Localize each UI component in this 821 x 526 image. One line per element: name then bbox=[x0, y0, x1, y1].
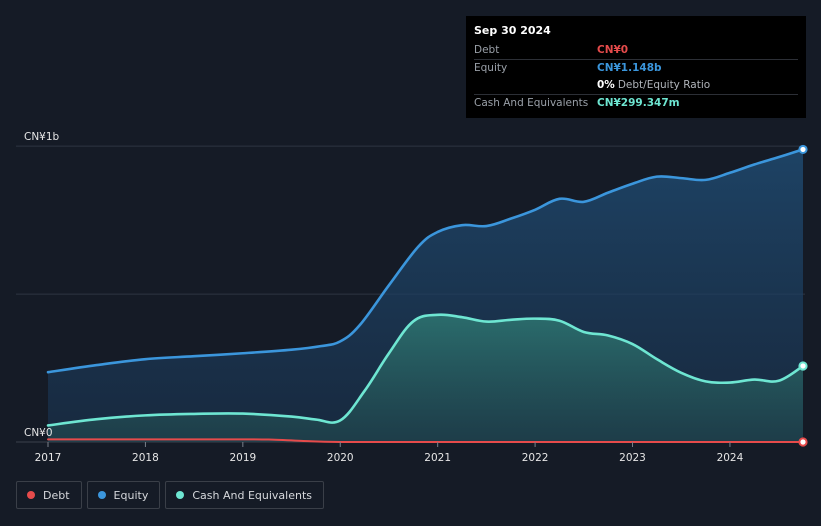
legend-label: Debt bbox=[43, 488, 70, 502]
cash-and-equivalents-area bbox=[48, 314, 803, 442]
equity-line bbox=[46, 148, 805, 374]
tooltip-row-ratio: 0% Debt/Equity Ratio bbox=[474, 77, 798, 94]
x-tick-label: 2019 bbox=[229, 452, 256, 464]
tooltip-row-equity: Equity CN¥1.148b bbox=[474, 59, 798, 77]
chart-legend: Debt Equity Cash And Equivalents bbox=[16, 481, 324, 509]
tooltip-label: Debt bbox=[474, 44, 500, 56]
tooltip-row-cash: Cash And Equivalents CN¥299.347m bbox=[474, 94, 798, 112]
equity-end-marker bbox=[798, 144, 808, 155]
tooltip-label: Cash And Equivalents bbox=[474, 97, 589, 109]
x-tick-label: 2022 bbox=[522, 452, 549, 464]
y-tick-label: CN¥1b bbox=[24, 131, 60, 143]
x-tick-label: 2024 bbox=[717, 452, 744, 464]
legend-label: Cash And Equivalents bbox=[192, 488, 312, 502]
x-tick-label: 2023 bbox=[619, 452, 646, 464]
tooltip-date: Sep 30 2024 bbox=[474, 24, 551, 37]
tooltip-value: CN¥1.148b bbox=[597, 62, 662, 74]
tooltip-label: Equity bbox=[474, 62, 508, 74]
legend-dot-icon bbox=[176, 491, 185, 499]
x-tick-label: 2017 bbox=[35, 452, 62, 464]
y-tick-label: CN¥0 bbox=[24, 427, 53, 439]
debt-end-marker bbox=[798, 437, 808, 447]
debt-line bbox=[47, 438, 804, 444]
x-tick-label: 2018 bbox=[132, 452, 159, 464]
x-tick-label: 2020 bbox=[327, 452, 354, 464]
tooltip-ratio-label: Debt/Equity Ratio bbox=[617, 79, 711, 91]
cash-and-equivalents-end-marker bbox=[798, 361, 808, 371]
legend-dot-icon bbox=[97, 491, 106, 499]
legend-item-equity[interactable]: Equity bbox=[86, 481, 161, 509]
data-tooltip: Sep 30 2024 Debt CN¥0 Equity CN¥1.148b 0… bbox=[466, 16, 806, 118]
tooltip-value: 0% bbox=[597, 79, 615, 91]
tooltip-label bbox=[474, 77, 597, 94]
tooltip-row-debt: Debt CN¥0 bbox=[474, 42, 798, 59]
tooltip-value: CN¥0 bbox=[597, 44, 629, 56]
cash-and-equivalents-line bbox=[46, 313, 805, 427]
tooltip-value: CN¥299.347m bbox=[597, 97, 680, 109]
legend-dot-icon bbox=[27, 491, 35, 499]
legend-label: Equity bbox=[113, 488, 149, 502]
x-tick-label: 2021 bbox=[424, 452, 451, 464]
legend-item-cash[interactable]: Cash And Equivalents bbox=[165, 481, 324, 509]
legend-item-debt[interactable]: Debt bbox=[16, 481, 82, 509]
